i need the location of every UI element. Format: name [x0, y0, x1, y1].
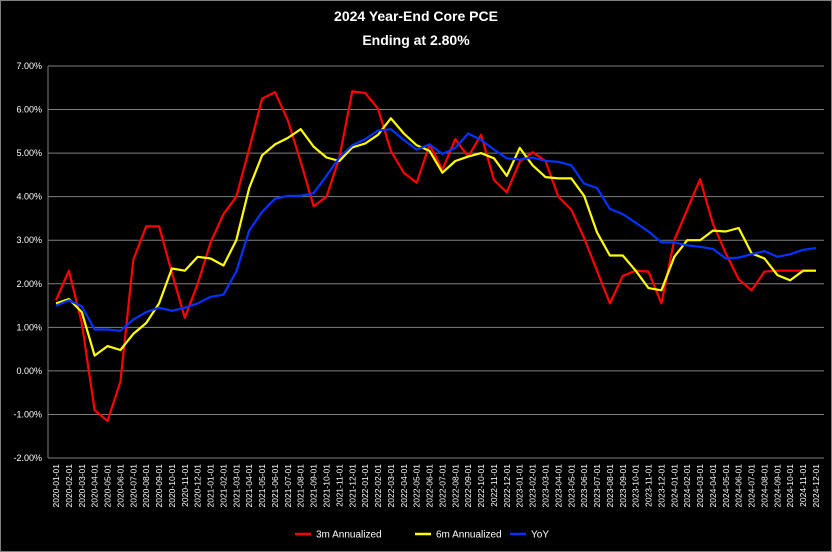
x-tick-label: 2020-07-01 [128, 464, 138, 508]
x-tick-label: 2024-05-01 [721, 464, 731, 508]
x-tick-label: 2024-12-01 [811, 464, 821, 508]
x-tick-label: 2023-03-01 [540, 464, 550, 508]
x-tick-label: 2020-10-01 [167, 464, 177, 508]
legend-label: 6m Annualized [436, 530, 502, 541]
y-tick-label: 5.00% [16, 148, 42, 158]
x-tick-label: 2024-10-01 [785, 464, 795, 508]
y-tick-label: 0.00% [16, 366, 42, 376]
x-tick-label: 2023-08-01 [605, 464, 615, 508]
x-tick-label: 2023-01-01 [515, 464, 525, 508]
y-tick-label: -1.00% [13, 409, 42, 419]
x-tick-label: 2023-09-01 [618, 464, 628, 508]
x-tick-label: 2024-06-01 [734, 464, 744, 508]
x-tick-label: 2020-09-01 [154, 464, 164, 508]
x-tick-label: 2024-03-01 [695, 464, 705, 508]
x-tick-label: 2021-11-01 [334, 464, 344, 507]
x-tick-label: 2021-03-01 [231, 464, 241, 508]
legend-label: 3m Annualized [316, 530, 382, 541]
x-tick-label: 2023-10-01 [631, 464, 641, 508]
x-tick-label: 2023-06-01 [579, 464, 589, 508]
chart-subtitle: Ending at 2.80% [362, 32, 470, 48]
series-line-1 [55, 117, 816, 357]
x-tick-label: 2020-01-01 [51, 464, 61, 508]
x-axis-ticks: 2020-01-01 2020-02-01 2020-03-01 2020-04-01… [51, 464, 821, 508]
x-tick-label: 2023-12-01 [656, 464, 666, 508]
series-line-2 [55, 128, 817, 332]
x-tick-label: 2021-10-01 [322, 464, 332, 508]
legend-item: 3m Annualized [295, 530, 382, 541]
legend: 3m Annualized 6m Annualized YoY [295, 530, 549, 541]
x-tick-label: 2022-08-01 [450, 464, 460, 508]
x-tick-label: 2024-07-01 [747, 464, 757, 508]
x-tick-label: 2024-04-01 [708, 464, 718, 508]
x-tick-label: 2021-02-01 [218, 464, 228, 508]
x-tick-label: 2020-12-01 [193, 464, 203, 508]
x-tick-label: 2020-05-01 [103, 464, 113, 508]
x-tick-label: 2022-07-01 [437, 464, 447, 508]
legend-item: YoY [510, 530, 549, 541]
y-tick-label: 3.00% [16, 235, 42, 245]
x-tick-label: 2024-01-01 [669, 464, 679, 508]
y-axis-ticks: -2.00% -1.00% 0.00% 1.00% 2.00% 3.00% 4.00% 5.0… [13, 61, 42, 463]
x-tick-label: 2024-02-01 [682, 464, 692, 508]
x-tick-label: 2022-09-01 [463, 464, 473, 508]
y-tick-label: 6.00% [16, 105, 42, 115]
x-tick-label: 2021-06-01 [270, 464, 280, 508]
y-tick-label: -2.00% [13, 453, 42, 463]
x-tick-label: 2021-08-01 [296, 464, 306, 508]
x-tick-label: 2020-11-01 [180, 464, 190, 507]
x-tick-label: 2022-12-01 [502, 464, 512, 508]
x-tick-label: 2022-04-01 [399, 464, 409, 508]
x-tick-label: 2021-01-01 [206, 464, 216, 508]
x-tick-label: 2020-08-01 [141, 464, 151, 508]
series-line-0 [54, 90, 816, 423]
legend-item: 6m Annualized [415, 530, 502, 541]
x-tick-label: 2024-08-01 [759, 464, 769, 508]
y-tick-label: 4.00% [16, 192, 42, 202]
x-tick-label: 2022-05-01 [412, 464, 422, 508]
x-tick-label: 2021-09-01 [309, 464, 319, 508]
x-tick-label: 2020-06-01 [115, 464, 125, 508]
y-tick-label: 7.00% [16, 61, 42, 71]
x-tick-label: 2023-02-01 [528, 464, 538, 508]
x-tick-label: 2023-04-01 [553, 464, 563, 508]
legend-label: YoY [531, 530, 549, 541]
y-tick-label: 2.00% [16, 279, 42, 289]
chart-title: 2024 Year-End Core PCE [334, 8, 498, 24]
x-tick-label: 2022-01-01 [360, 464, 370, 508]
x-tick-label: 2022-03-01 [386, 464, 396, 508]
x-tick-label: 2023-07-01 [592, 464, 602, 508]
x-tick-label: 2022-02-01 [373, 464, 383, 508]
x-tick-label: 2021-12-01 [347, 464, 357, 508]
x-tick-label: 2021-05-01 [257, 464, 267, 508]
x-tick-label: 2024-11-01 [798, 464, 808, 507]
x-tick-label: 2023-11-01 [644, 464, 654, 507]
x-tick-label: 2021-07-01 [283, 464, 293, 508]
x-tick-label: 2023-05-01 [566, 464, 576, 508]
x-tick-label: 2024-09-01 [772, 464, 782, 508]
x-tick-label: 2021-04-01 [244, 464, 254, 508]
x-tick-label: 2020-03-01 [77, 464, 87, 508]
x-tick-label: 2022-06-01 [425, 464, 435, 508]
x-tick-label: 2020-02-01 [64, 464, 74, 508]
x-tick-label: 2022-10-01 [476, 464, 486, 508]
y-tick-label: 1.00% [16, 322, 42, 332]
series-lines [54, 90, 817, 423]
x-tick-label: 2022-11-01 [489, 464, 499, 507]
x-tick-label: 2020-04-01 [90, 464, 100, 508]
